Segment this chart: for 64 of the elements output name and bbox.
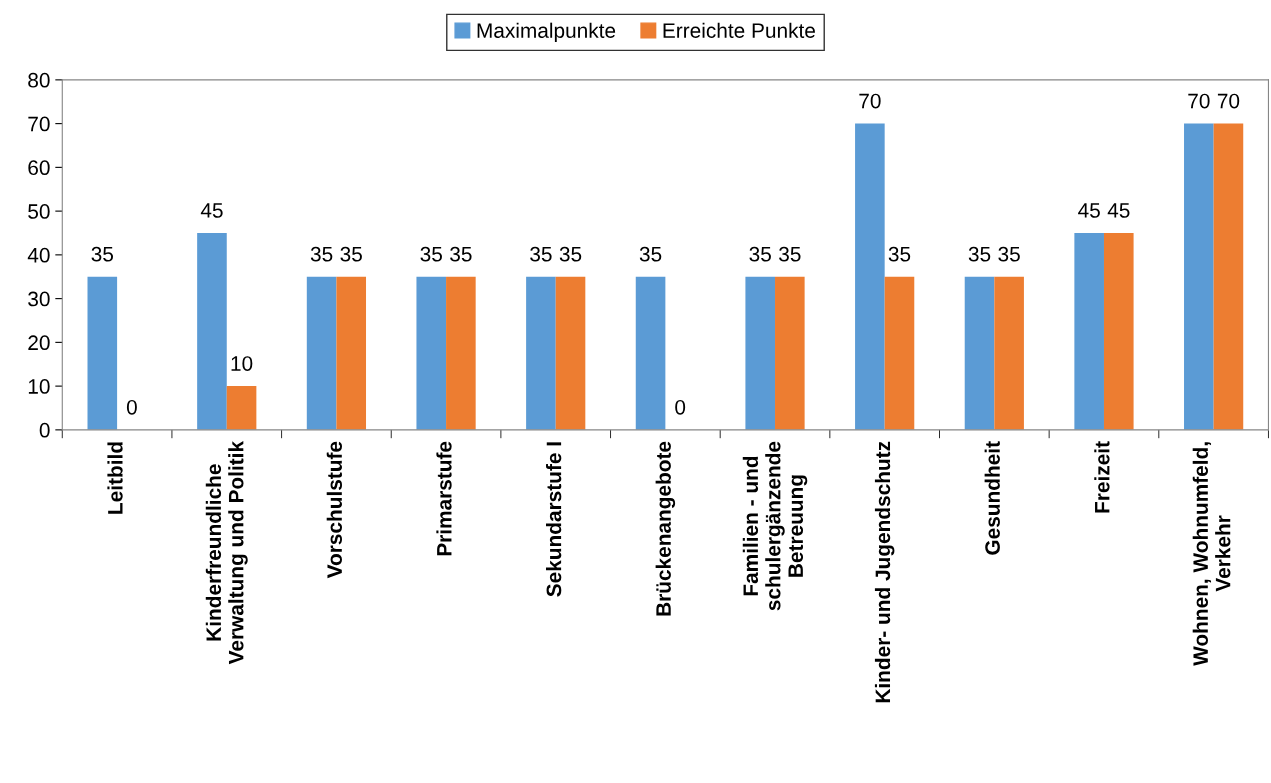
data-label: 35 bbox=[779, 246, 801, 262]
data-label: 35 bbox=[450, 246, 472, 262]
x-tick-label: Familien - und schulergänzende Betreuung bbox=[742, 441, 808, 611]
data-label: 35 bbox=[310, 246, 333, 262]
data-label: 70 bbox=[859, 93, 881, 109]
x-tick-label: Gesundheit bbox=[984, 441, 1000, 555]
bar bbox=[1213, 123, 1244, 430]
x-tick-label: Leitbild bbox=[107, 442, 123, 514]
bar bbox=[526, 276, 556, 430]
x-tick-label: Kinder- und Jugendschutz bbox=[874, 441, 895, 703]
bar bbox=[855, 123, 885, 430]
bar bbox=[775, 276, 805, 430]
bar bbox=[555, 276, 586, 430]
data-label: 35 bbox=[91, 246, 114, 262]
bar bbox=[964, 276, 995, 430]
data-label: 35 bbox=[998, 246, 1020, 262]
x-tick-label: Kinderfreundliche Verwaltung und Politik bbox=[205, 440, 248, 665]
x-tick-label: Vorschulstufe bbox=[326, 441, 342, 579]
y-tick-label: 70 bbox=[28, 116, 50, 132]
x-tick-label: Wohnen, Wohnumfeld, Verkehr bbox=[1192, 442, 1231, 666]
data-label: 45 bbox=[200, 203, 223, 218]
data-label: 35 bbox=[639, 246, 662, 262]
data-label: 35 bbox=[420, 246, 442, 262]
y-tick-label: 60 bbox=[28, 160, 50, 176]
data-label: 45 bbox=[1078, 203, 1100, 218]
bar bbox=[306, 276, 337, 430]
bar bbox=[1184, 123, 1214, 430]
y-tick-label: 80 bbox=[28, 72, 50, 88]
y-tick-label: 50 bbox=[28, 204, 50, 219]
bar bbox=[87, 276, 118, 430]
data-label: 10 bbox=[231, 356, 253, 371]
data-label: 35 bbox=[530, 246, 552, 262]
x-tick-label: Primarstufe bbox=[436, 441, 452, 556]
data-label: 35 bbox=[968, 246, 991, 262]
bar bbox=[197, 232, 227, 430]
bar bbox=[1103, 232, 1134, 430]
bar bbox=[635, 276, 666, 430]
y-tick-label: 0 bbox=[39, 422, 50, 438]
data-label: 70 bbox=[1188, 93, 1210, 109]
bar bbox=[336, 276, 367, 430]
bar bbox=[226, 386, 257, 430]
y-tick-label: 20 bbox=[28, 335, 50, 351]
y-tick-label: 30 bbox=[28, 291, 50, 307]
data-label: 70 bbox=[1217, 93, 1240, 109]
data-label: 45 bbox=[1107, 203, 1130, 218]
data-label: 35 bbox=[340, 246, 362, 262]
bar bbox=[416, 276, 447, 430]
data-label: 35 bbox=[888, 246, 911, 262]
data-label: 0 bbox=[126, 399, 137, 415]
x-tick-label: Brückenangebote bbox=[655, 441, 676, 616]
bar bbox=[446, 276, 476, 430]
x-tick-label: Sekundarstufe I bbox=[546, 442, 562, 597]
bar bbox=[994, 276, 1024, 430]
legend-label: Maximalpunkte bbox=[477, 22, 616, 43]
legend-label: Erreichte Punkte bbox=[663, 22, 815, 38]
y-tick-label: 10 bbox=[28, 379, 50, 394]
bar bbox=[745, 276, 776, 430]
data-label: 35 bbox=[559, 246, 582, 262]
data-label: 0 bbox=[675, 399, 686, 415]
bar bbox=[1074, 232, 1104, 430]
data-label: 35 bbox=[749, 246, 771, 262]
y-tick-label: 40 bbox=[27, 247, 50, 263]
x-tick-label: Freizeit bbox=[1094, 441, 1110, 513]
bar bbox=[884, 276, 915, 430]
